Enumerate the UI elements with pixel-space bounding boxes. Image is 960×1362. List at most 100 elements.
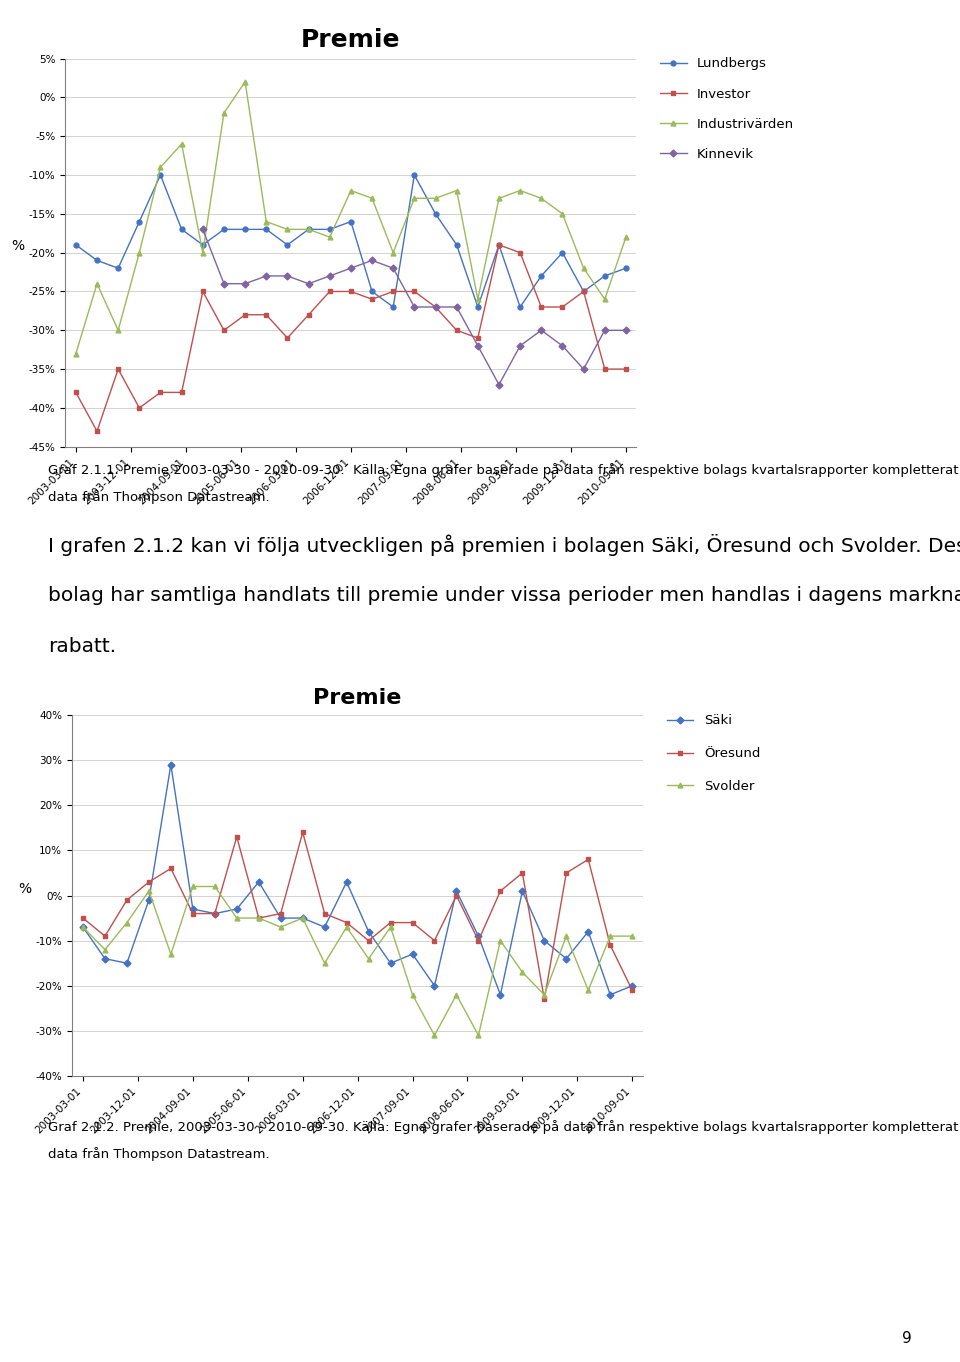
- Text: I grafen 2.1.2 kan vi följa utveckligen på premien i bolagen Säki, Öresund och S: I grafen 2.1.2 kan vi följa utveckligen …: [48, 534, 960, 556]
- Industrivärden: [346, 183, 357, 199]
- Öresund: [583, 851, 594, 868]
- Industrivärden: [472, 291, 484, 308]
- Lundbergs: [133, 214, 145, 230]
- Säki: [187, 900, 199, 917]
- Industrivärden: [218, 105, 229, 121]
- Öresund: [297, 824, 308, 840]
- Säki: [363, 923, 374, 940]
- Investor: [281, 330, 293, 346]
- Svolder: [231, 910, 243, 926]
- Industrivärden: [176, 136, 187, 153]
- Kinnevik: [578, 361, 589, 377]
- Y-axis label: %: %: [11, 238, 24, 252]
- Kinnevik: [536, 321, 547, 338]
- Line: Investor: Investor: [73, 242, 629, 433]
- Öresund: [319, 906, 330, 922]
- Investor: [599, 361, 611, 377]
- Lundbergs: [557, 244, 568, 260]
- Lundbergs: [324, 221, 335, 237]
- Svolder: [275, 919, 286, 936]
- Line: Säki: Säki: [81, 763, 635, 997]
- Investor: [112, 361, 124, 377]
- Säki: [99, 951, 110, 967]
- Kinnevik: [281, 268, 293, 285]
- Kinnevik: [260, 268, 272, 285]
- Text: rabatt.: rabatt.: [48, 637, 116, 656]
- Text: 9: 9: [902, 1331, 912, 1346]
- Säki: [319, 919, 330, 936]
- Säki: [429, 978, 441, 994]
- Öresund: [516, 865, 528, 881]
- Investor: [472, 330, 484, 346]
- Industrivärden: [620, 229, 632, 245]
- Text: data från Thompson Datastream.: data från Thompson Datastream.: [48, 1147, 270, 1160]
- Lundbergs: [176, 221, 187, 237]
- Line: Industrivärden: Industrivärden: [73, 79, 629, 355]
- Lundbergs: [409, 166, 420, 183]
- Säki: [143, 892, 155, 908]
- Säki: [231, 900, 243, 917]
- Kinnevik: [515, 338, 526, 354]
- Svolder: [605, 928, 616, 944]
- Svolder: [209, 878, 221, 895]
- Industrivärden: [430, 191, 442, 207]
- Lundbergs: [515, 298, 526, 315]
- Investor: [70, 384, 82, 400]
- Industrivärden: [515, 183, 526, 199]
- Investor: [536, 298, 547, 315]
- Svolder: [297, 910, 308, 926]
- Investor: [409, 283, 420, 300]
- Svolder: [450, 986, 462, 1002]
- Lundbergs: [620, 260, 632, 276]
- Öresund: [363, 933, 374, 949]
- Line: Kinnevik: Kinnevik: [201, 227, 629, 387]
- Öresund: [121, 892, 132, 908]
- Industrivärden: [557, 206, 568, 222]
- Investor: [239, 306, 251, 323]
- Säki: [253, 874, 265, 891]
- Öresund: [450, 888, 462, 904]
- Svolder: [385, 919, 396, 936]
- Investor: [557, 298, 568, 315]
- Öresund: [472, 933, 484, 949]
- Öresund: [165, 861, 177, 877]
- Lundbergs: [197, 237, 208, 253]
- Text: Graf 2.1.1. Premie 2003-03-30 - 2010-09-30.  Källa: Egna grafer baserade på data: Graf 2.1.1. Premie 2003-03-30 - 2010-09-…: [48, 463, 960, 477]
- Lundbergs: [493, 237, 505, 253]
- Lundbergs: [536, 268, 547, 285]
- Industrivärden: [493, 191, 505, 207]
- Industrivärden: [281, 221, 293, 237]
- Kinnevik: [367, 252, 378, 268]
- Säki: [539, 933, 550, 949]
- Svolder: [341, 919, 352, 936]
- Lundbergs: [451, 237, 463, 253]
- Text: bolag har samtliga handlats till premie under vissa perioder men handlas i dagen: bolag har samtliga handlats till premie …: [48, 586, 960, 605]
- Svolder: [561, 928, 572, 944]
- Industrivärden: [112, 321, 124, 338]
- Industrivärden: [155, 159, 166, 176]
- Industrivärden: [133, 244, 145, 260]
- Industrivärden: [91, 275, 103, 291]
- Kinnevik: [430, 298, 442, 315]
- Kinnevik: [239, 275, 251, 291]
- Line: Svolder: Svolder: [81, 884, 635, 1038]
- Öresund: [605, 937, 616, 953]
- Investor: [515, 244, 526, 260]
- Investor: [493, 237, 505, 253]
- Svolder: [539, 986, 550, 1002]
- Industrivärden: [239, 74, 251, 90]
- Investor: [218, 321, 229, 338]
- Title: Premie: Premie: [301, 29, 400, 53]
- Lundbergs: [367, 283, 378, 300]
- Industrivärden: [260, 214, 272, 230]
- Investor: [324, 283, 335, 300]
- Kinnevik: [451, 298, 463, 315]
- Säki: [297, 910, 308, 926]
- Lundbergs: [302, 221, 314, 237]
- Investor: [430, 298, 442, 315]
- Öresund: [187, 906, 199, 922]
- Lundbergs: [346, 214, 357, 230]
- Investor: [260, 306, 272, 323]
- Lundbergs: [599, 268, 611, 285]
- Lundbergs: [239, 221, 251, 237]
